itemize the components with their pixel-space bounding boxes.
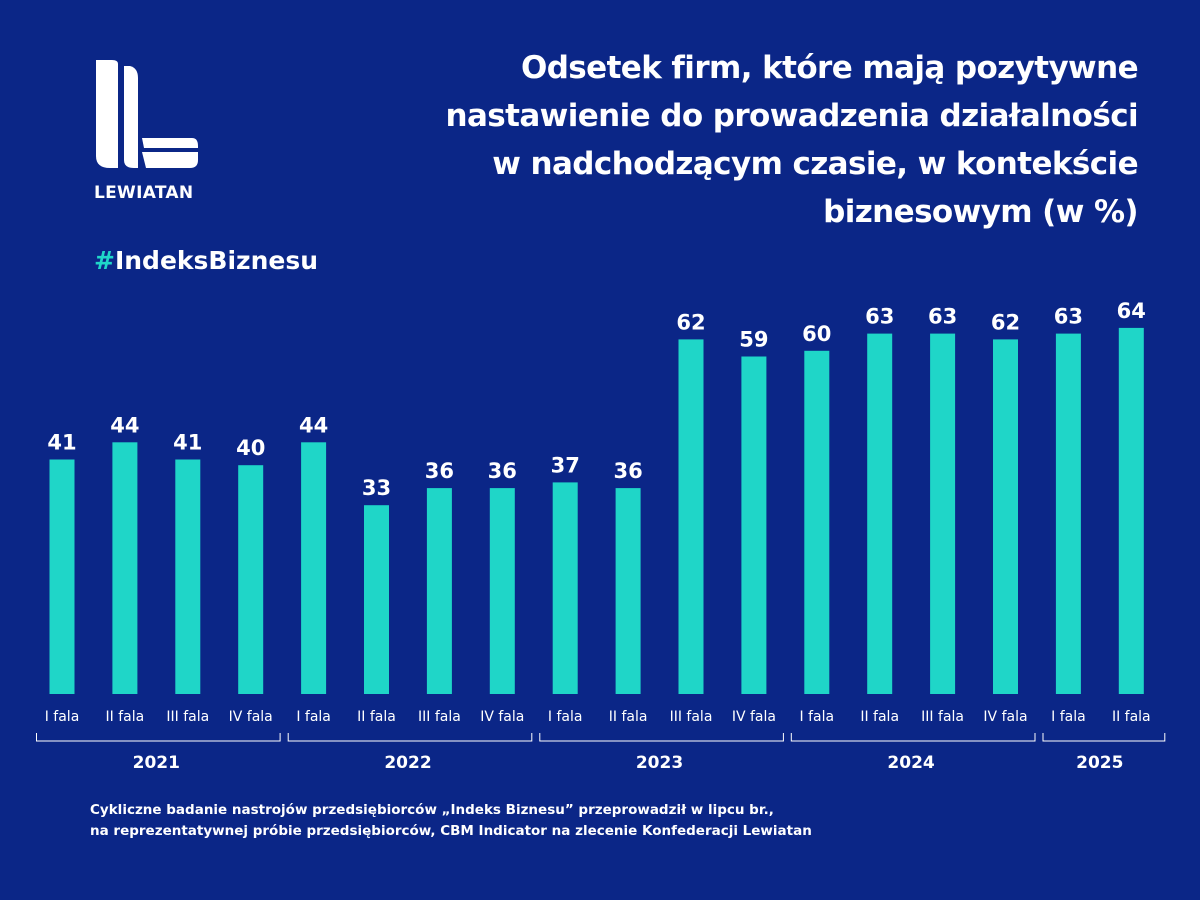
bar-2 [175,459,201,694]
category-label-1: II fala [106,709,145,725]
title-line-3: w nadchodzącym czasie, w kontekście [492,146,1138,182]
category-label-16: I fala [1051,709,1086,725]
bar-chart: 41 I fala 44 II fala 41 III fala 40 IV fala 44 I … [36,299,1166,773]
footnote: Cykliczne badanie nastrojów przedsiębior… [90,800,812,842]
data-label-2: 41 [173,431,202,455]
bar-4 [301,442,327,694]
bar-3 [238,465,264,694]
data-label-8: 37 [551,453,580,477]
bar-15 [993,339,1018,694]
group-bracket-2022 [287,733,533,742]
data-label-13: 63 [865,305,894,329]
hashtag: #IndeksBiznesu [94,246,318,275]
data-label-7: 36 [488,459,517,483]
title-line-4: biznesowym (w %) [823,194,1138,230]
data-label-11: 59 [739,328,768,352]
year-label-2021: 2021 [133,753,180,773]
bar-9 [615,488,641,694]
category-label-13: II fala [860,709,899,725]
category-label-2: III fala [166,709,209,725]
bar-5 [364,505,389,694]
data-label-4: 44 [299,413,328,437]
year-label-2022: 2022 [384,753,431,773]
bar-12 [804,350,830,694]
category-label-8: I fala [548,709,583,725]
bar-11 [741,356,767,694]
bar-0 [49,459,75,694]
category-label-5: II fala [357,709,396,725]
lewiatan-logo [94,60,198,170]
bar-14 [930,333,956,694]
hashtag-symbol: # [94,246,115,275]
category-label-6: III fala [418,709,461,725]
data-label-6: 36 [425,459,454,483]
group-bracket-2024 [790,733,1036,742]
category-label-12: I fala [800,709,835,725]
category-label-14: III fala [921,709,964,725]
year-label-2025: 2025 [1076,753,1123,773]
bar-6 [426,488,452,694]
year-label-2024: 2024 [887,753,934,773]
bar-17 [1118,327,1144,694]
year-label-2023: 2023 [636,753,683,773]
data-label-17: 64 [1117,299,1146,323]
group-bracket-2023 [539,733,784,742]
bar-7 [489,488,515,694]
category-label-0: I fala [45,709,80,725]
data-label-5: 33 [362,476,391,500]
category-label-7: IV fala [480,709,524,725]
bar-1 [112,442,138,694]
data-label-14: 63 [928,305,957,329]
bar-16 [1055,333,1081,694]
category-label-17: II fala [1112,709,1151,725]
data-label-3: 40 [236,436,265,460]
category-label-4: I fala [296,709,331,725]
bar-10 [678,339,704,694]
data-label-12: 60 [802,322,831,346]
category-label-3: IV fala [229,709,273,725]
data-label-9: 36 [613,459,642,483]
title-line-1: Odsetek firm, które mają pozytywne [520,50,1139,86]
category-label-11: IV fala [732,709,776,725]
data-label-16: 63 [1054,305,1083,329]
lewiatan-logo-mark [96,60,198,168]
bar-13 [867,333,893,694]
group-bracket-2025 [1042,733,1166,742]
bar-8 [552,482,578,694]
data-label-1: 44 [110,413,139,437]
category-label-9: II fala [609,709,648,725]
hashtag-text: IndeksBiznesu [114,246,319,275]
footnote-line-1: Cykliczne badanie nastrojów przedsiębior… [90,802,774,818]
category-label-15: IV fala [983,709,1027,725]
group-bracket-2021 [36,733,281,742]
data-label-15: 62 [991,310,1020,334]
title-line-2: nastawienie do prowadzenia działalności [445,98,1138,134]
brand-name: LEWIATAN [94,183,194,203]
data-label-10: 62 [676,310,705,334]
category-label-10: III fala [670,709,713,725]
footnote-line-2: na reprezentatywnej próbie przedsiębiorc… [90,823,812,839]
chart-title: Odsetek firm, które mają pozytywne nasta… [418,44,1138,236]
data-label-0: 41 [47,431,76,455]
